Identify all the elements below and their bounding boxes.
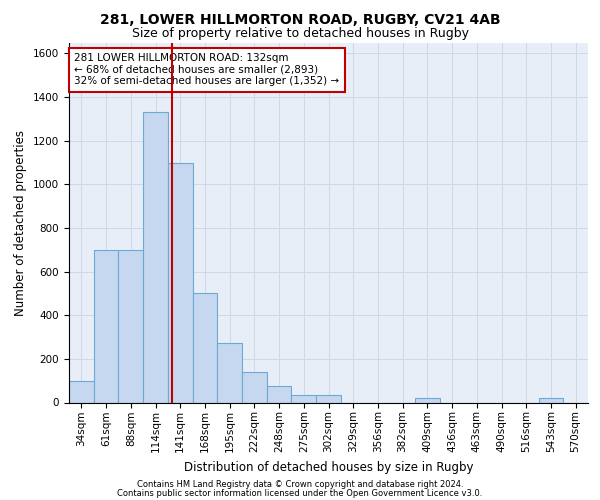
Bar: [539, 398, 563, 402]
Bar: [69, 380, 94, 402]
Bar: [193, 294, 217, 403]
Bar: [217, 342, 242, 402]
Text: Contains public sector information licensed under the Open Government Licence v3: Contains public sector information licen…: [118, 488, 482, 498]
Text: 281, LOWER HILLMORTON ROAD, RUGBY, CV21 4AB: 281, LOWER HILLMORTON ROAD, RUGBY, CV21 …: [100, 12, 500, 26]
Y-axis label: Number of detached properties: Number of detached properties: [14, 130, 28, 316]
Bar: [292, 395, 316, 402]
X-axis label: Distribution of detached houses by size in Rugby: Distribution of detached houses by size …: [184, 460, 473, 473]
Text: Size of property relative to detached houses in Rugby: Size of property relative to detached ho…: [131, 28, 469, 40]
Bar: [316, 395, 341, 402]
Bar: [143, 112, 168, 403]
Text: 281 LOWER HILLMORTON ROAD: 132sqm
← 68% of detached houses are smaller (2,893)
3: 281 LOWER HILLMORTON ROAD: 132sqm ← 68% …: [74, 54, 340, 86]
Bar: [118, 250, 143, 402]
Bar: [242, 372, 267, 402]
Bar: [94, 250, 118, 402]
Bar: [168, 162, 193, 402]
Text: Contains HM Land Registry data © Crown copyright and database right 2024.: Contains HM Land Registry data © Crown c…: [137, 480, 463, 489]
Bar: [415, 398, 440, 402]
Bar: [267, 386, 292, 402]
